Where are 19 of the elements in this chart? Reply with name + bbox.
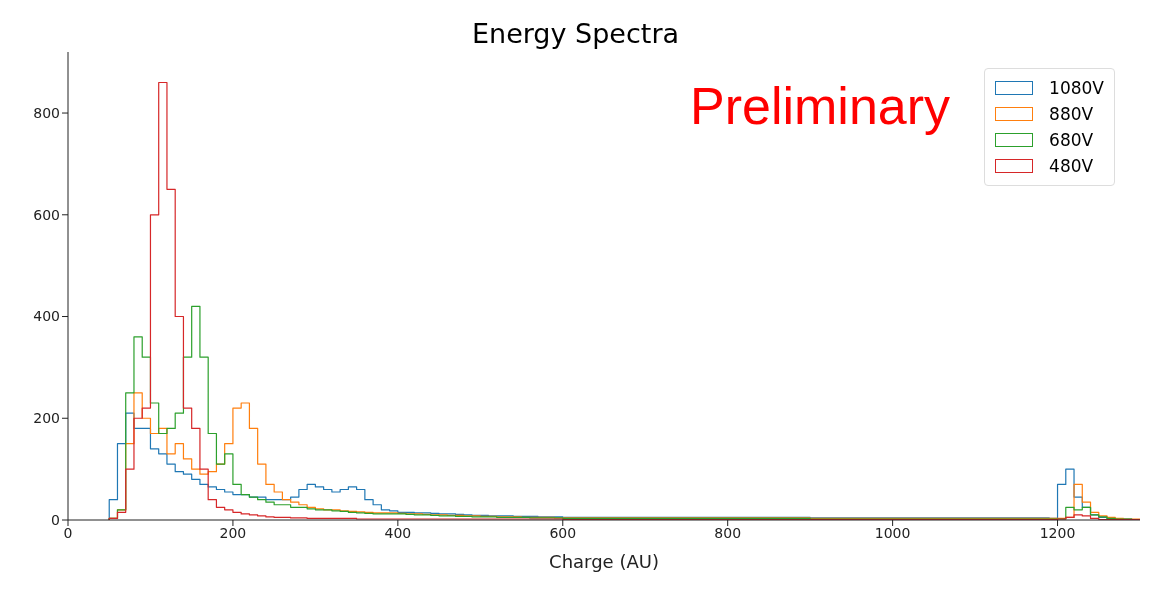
y-tick-label: 0 (51, 511, 60, 528)
legend-label: 1080V (1049, 78, 1104, 98)
y-tick-label: 800 (33, 105, 60, 122)
x-tick-label: 1000 (874, 524, 911, 541)
legend-label: 880V (1049, 104, 1094, 124)
x-tick-label: 200 (219, 524, 247, 541)
annotation: Preliminary (690, 76, 951, 136)
legend-label: 480V (1049, 156, 1094, 176)
chart-title: Energy Spectra (470, 18, 681, 49)
x-axis-title: Charge (AU) (549, 551, 659, 572)
x-tick-label: 400 (384, 524, 412, 541)
y-tick-label: 200 (33, 410, 60, 427)
legend-label: 680V (1049, 130, 1094, 150)
y-tick-label: 400 (33, 308, 60, 325)
x-tick-label: 800 (714, 524, 742, 541)
x-tick-label: 600 (549, 524, 577, 541)
x-tick-label: 0 (63, 524, 73, 541)
y-tick-label: 600 (33, 206, 60, 223)
x-tick-label: 1200 (1039, 524, 1076, 541)
